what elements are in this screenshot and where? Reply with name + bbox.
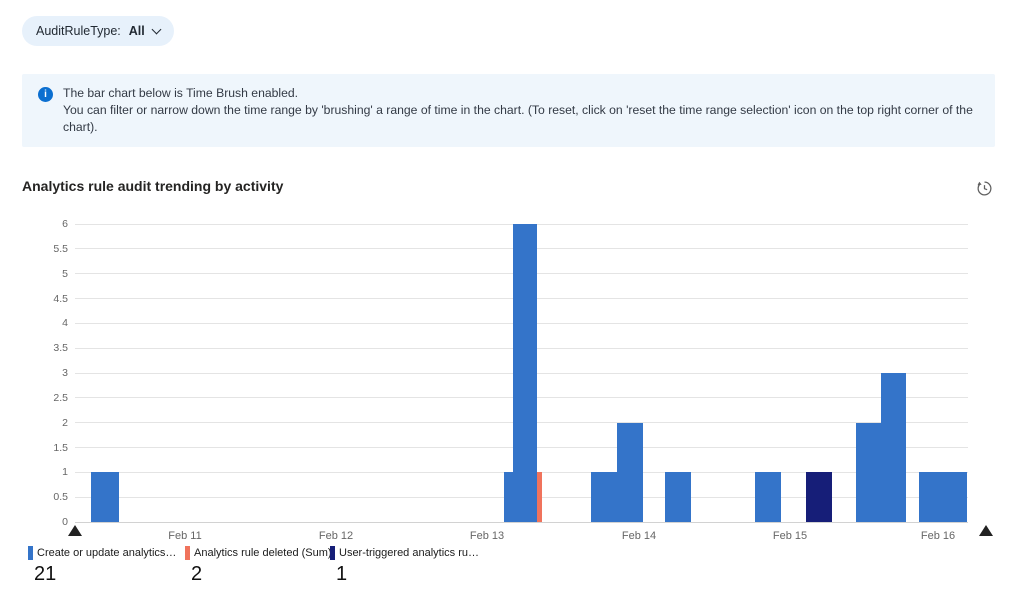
- legend-label: Analytics rule deleted (Sum): [194, 547, 332, 559]
- chart-bar[interactable]: [537, 472, 542, 522]
- chart-bar[interactable]: [504, 472, 513, 522]
- info-banner: i The bar chart below is Time Brush enab…: [22, 74, 995, 147]
- y-tick-label: 0.5: [53, 491, 68, 504]
- chart-bar[interactable]: [91, 472, 119, 522]
- filter-label: AuditRuleType:: [36, 24, 121, 38]
- y-tick-label: 3.5: [53, 342, 68, 355]
- y-tick-label: 5: [62, 267, 68, 280]
- chart-bar[interactable]: [806, 472, 832, 522]
- y-tick-label: 4: [62, 317, 68, 330]
- chart-bar[interactable]: [665, 472, 691, 522]
- y-tick-label: 6: [62, 218, 68, 230]
- gridline: [75, 521, 968, 523]
- y-tick-label: 3: [62, 367, 68, 379]
- y-tick-label: 4.5: [53, 292, 68, 305]
- chart-bar[interactable]: [919, 472, 967, 522]
- chart-bar[interactable]: [881, 373, 906, 522]
- chevron-down-icon: [151, 24, 162, 34]
- y-tick-label: 5.5: [53, 242, 68, 255]
- plot-area[interactable]: [75, 223, 968, 523]
- x-tick-label: Feb 14: [621, 530, 657, 542]
- legend-value: 2: [191, 563, 203, 585]
- chart-bar[interactable]: [591, 472, 617, 522]
- history-clock-icon: [976, 180, 992, 195]
- y-tick-label: 1: [62, 466, 68, 479]
- y-tick-label: 1.5: [53, 441, 68, 454]
- chart-bar[interactable]: [513, 224, 537, 522]
- reset-time-range-icon[interactable]: [974, 178, 994, 198]
- y-axis-labels: 6 5.5 5 4.5 4 3.5 3 2.5 2 1.5 1 0.5 0: [0, 218, 68, 528]
- info-icon: i: [38, 87, 53, 102]
- legend-label: Create or update analytics…: [37, 547, 177, 559]
- y-tick-label: 2.5: [53, 391, 68, 404]
- legend-swatch: [330, 546, 335, 560]
- filter-value: All: [128, 24, 145, 38]
- legend-item: Create or update analytics… 21: [28, 546, 176, 586]
- y-tick-label: 2: [62, 416, 68, 429]
- x-tick-label: Feb 13: [469, 530, 505, 542]
- y-tick-label: 0: [62, 516, 68, 528]
- chart-bar[interactable]: [617, 422, 643, 522]
- brush-handle-icon[interactable]: [68, 525, 82, 536]
- time-brush-handles: [68, 522, 993, 538]
- legend-swatch: [28, 546, 33, 560]
- info-line-2: You can filter or narrow down the time r…: [63, 103, 973, 134]
- x-tick-label: Feb 12: [318, 530, 354, 542]
- chart-bar[interactable]: [856, 422, 881, 522]
- x-tick-label: Feb 16: [920, 530, 956, 542]
- legend-value: 21: [34, 563, 57, 585]
- legend-label: User-triggered analytics ru…: [339, 547, 479, 559]
- x-axis-labels: Feb 11 Feb 12 Feb 13 Feb 14 Feb 15 Feb 16: [75, 530, 968, 544]
- legend-item: User-triggered analytics ru… 1: [330, 546, 479, 586]
- info-line-1: The bar chart below is Time Brush enable…: [63, 86, 299, 100]
- chart-bar[interactable]: [755, 472, 781, 522]
- chart-legend: Create or update analytics… 21 Analytics…: [0, 546, 1017, 590]
- legend-value: 1: [336, 563, 348, 585]
- audit-rule-type-filter[interactable]: AuditRuleType: All: [22, 16, 174, 46]
- legend-swatch: [185, 546, 190, 560]
- legend-item: Analytics rule deleted (Sum) 2: [185, 546, 332, 586]
- brush-handle-icon[interactable]: [979, 525, 993, 536]
- x-tick-label: Feb 15: [772, 530, 808, 542]
- x-tick-label: Feb 11: [168, 530, 202, 542]
- info-banner-text: The bar chart below is Time Brush enable…: [63, 85, 979, 136]
- chart-title: Analytics rule audit trending by activit…: [22, 178, 284, 194]
